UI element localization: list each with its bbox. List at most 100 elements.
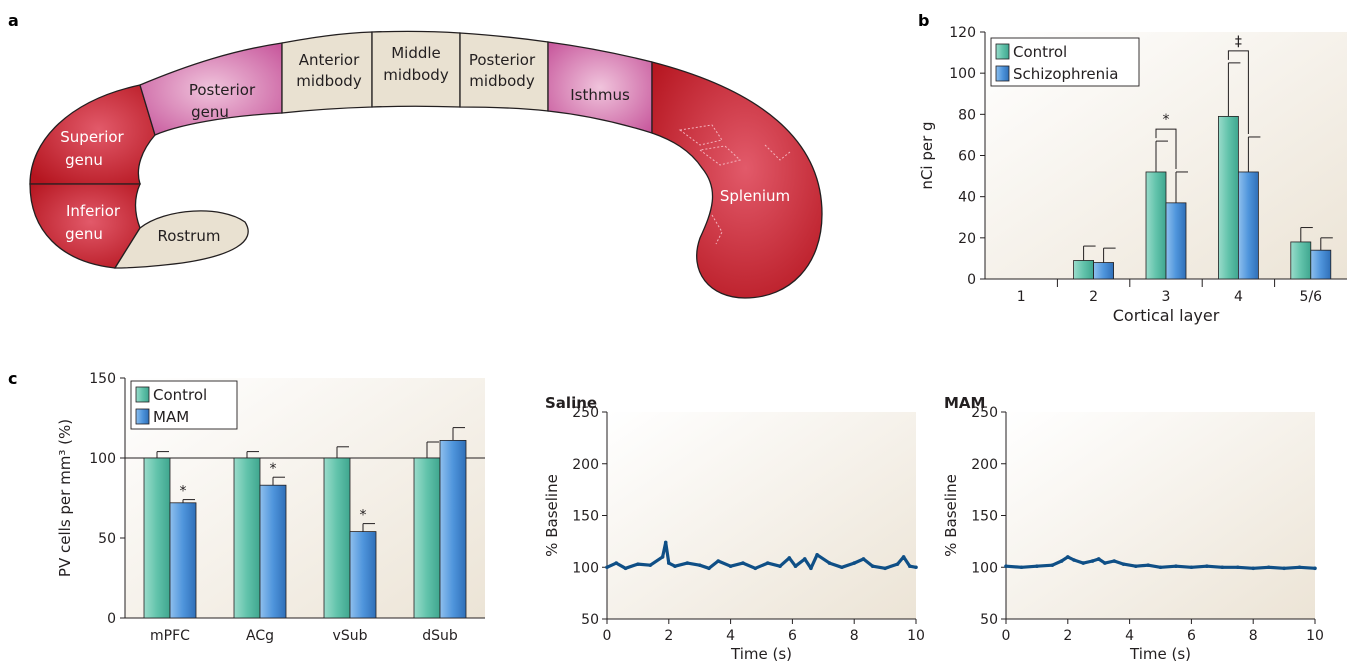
x-tick-label: 2	[664, 628, 673, 644]
region-rostrum	[113, 210, 249, 269]
x-tick-label: 6	[788, 628, 797, 644]
legend: Control Schizophrenia	[990, 37, 1140, 87]
trace-point	[895, 562, 900, 566]
y-tick-label: 250	[971, 405, 998, 421]
bar	[439, 439, 467, 619]
label-posterior-midbody: Posterior	[469, 51, 536, 69]
significance-marker: *	[270, 461, 277, 477]
trace-point	[1081, 561, 1086, 565]
y-tick-label: 60	[958, 149, 976, 165]
significance-bracket	[1155, 128, 1177, 169]
trace-point	[1050, 563, 1055, 567]
y-tick-label: 0	[107, 611, 116, 627]
chart-title: Saline	[545, 394, 597, 412]
y-axis-title: PV cells per mm³ (%)	[56, 419, 74, 577]
x-axis-title: Time (s)	[730, 645, 792, 663]
significance-marker: *	[180, 484, 187, 500]
x-tick-label: 0	[603, 628, 612, 644]
region-labels: Superior genu Inferior genu Rostrum Post…	[60, 44, 790, 245]
splenium-texture	[678, 124, 791, 245]
x-tick-label: 10	[1306, 628, 1324, 644]
trace-point	[1282, 566, 1286, 571]
trace-point	[1205, 564, 1209, 569]
trace-point	[802, 557, 807, 561]
legend-box	[990, 37, 1140, 87]
y-tick-label: 200	[572, 457, 599, 473]
y-axis-title: % Baseline	[543, 474, 561, 557]
y-axis-title: nCi per g	[918, 121, 936, 189]
significance-marker: *	[1163, 112, 1170, 128]
panel-b-label: b	[918, 11, 929, 30]
bar	[1093, 262, 1114, 280]
x-axis-title: Time (s)	[1129, 645, 1191, 663]
y-tick-label: 50	[980, 612, 998, 628]
label-superior-genu-2: genu	[65, 151, 103, 169]
trace-point	[728, 564, 733, 569]
trace-point	[1158, 565, 1163, 570]
trace-point	[1103, 561, 1107, 565]
trace-point	[636, 562, 640, 566]
legend-label: Control	[1013, 43, 1067, 61]
label-posterior-midbody-2: midbody	[469, 72, 535, 90]
corpus-callosum-diagram	[29, 30, 823, 299]
label-inferior-genu-2: genu	[65, 225, 103, 243]
trace-point	[1220, 565, 1225, 570]
y-tick-label: 100	[89, 451, 116, 467]
trace-point	[1004, 564, 1008, 569]
y-tick-label: 100	[949, 66, 976, 82]
trace-point	[840, 565, 844, 570]
trace-point	[1121, 562, 1126, 566]
x-tick-label: 8	[850, 628, 859, 644]
legend-swatch	[995, 65, 1010, 82]
trace-point	[1174, 564, 1178, 569]
y-tick-label: 40	[958, 190, 976, 206]
label-posterior-genu-2: genu	[191, 103, 229, 121]
x-tick-label: 2	[1089, 289, 1098, 305]
trace-point	[1035, 564, 1039, 569]
trace-point	[716, 559, 721, 563]
trace-point	[648, 563, 653, 567]
panel-c-label: c	[8, 369, 17, 388]
y-tick-label: 150	[971, 509, 998, 525]
label-middle-midbody-2: midbody	[383, 66, 449, 84]
label-superior-genu: Superior	[60, 128, 124, 146]
region-superior-genu	[29, 84, 156, 185]
bar	[349, 531, 377, 619]
y-tick-label: 20	[958, 231, 976, 247]
bar	[323, 457, 351, 619]
trace-point	[1133, 564, 1138, 569]
trace-point	[1235, 565, 1240, 570]
x-tick-label: 4	[726, 628, 735, 644]
label-isthmus: Isthmus	[570, 86, 630, 104]
region-splenium	[651, 61, 823, 299]
legend-label: Schizophrenia	[1013, 65, 1118, 83]
x-tick-label: 0	[1002, 628, 1011, 644]
plot-background	[1006, 412, 1315, 619]
chart-c-mam: 50 100 150 200 250 0 2 4 6 8 10 MAM Time (s) % Baseli…	[942, 394, 1324, 663]
trace-point	[901, 555, 906, 559]
x-tick-label: dSub	[422, 628, 458, 644]
bar	[259, 484, 287, 619]
trace-point	[1072, 558, 1076, 562]
trace-point	[667, 561, 671, 565]
legend: Control MAM	[130, 380, 238, 430]
trace-point	[673, 564, 677, 569]
plot-background	[607, 412, 916, 619]
legend-swatch	[135, 386, 150, 403]
trace-point	[663, 540, 668, 545]
bar	[1218, 115, 1239, 280]
panel-a-label: a	[8, 11, 19, 30]
y-axis-title: % Baseline	[942, 474, 960, 557]
y-tick-label: 100	[971, 560, 998, 576]
x-tick-label: 2	[1063, 628, 1072, 644]
y-tick-label: 250	[572, 405, 599, 421]
legend-label: Control	[153, 386, 207, 404]
trace-point	[908, 564, 912, 569]
trace-point	[1090, 559, 1095, 563]
x-tick-label: 3	[1162, 289, 1171, 305]
label-inferior-genu: Inferior	[66, 202, 121, 220]
trace-point	[660, 555, 665, 559]
bar	[233, 457, 261, 619]
label-rostrum: Rostrum	[158, 227, 221, 245]
bar	[1145, 171, 1167, 280]
